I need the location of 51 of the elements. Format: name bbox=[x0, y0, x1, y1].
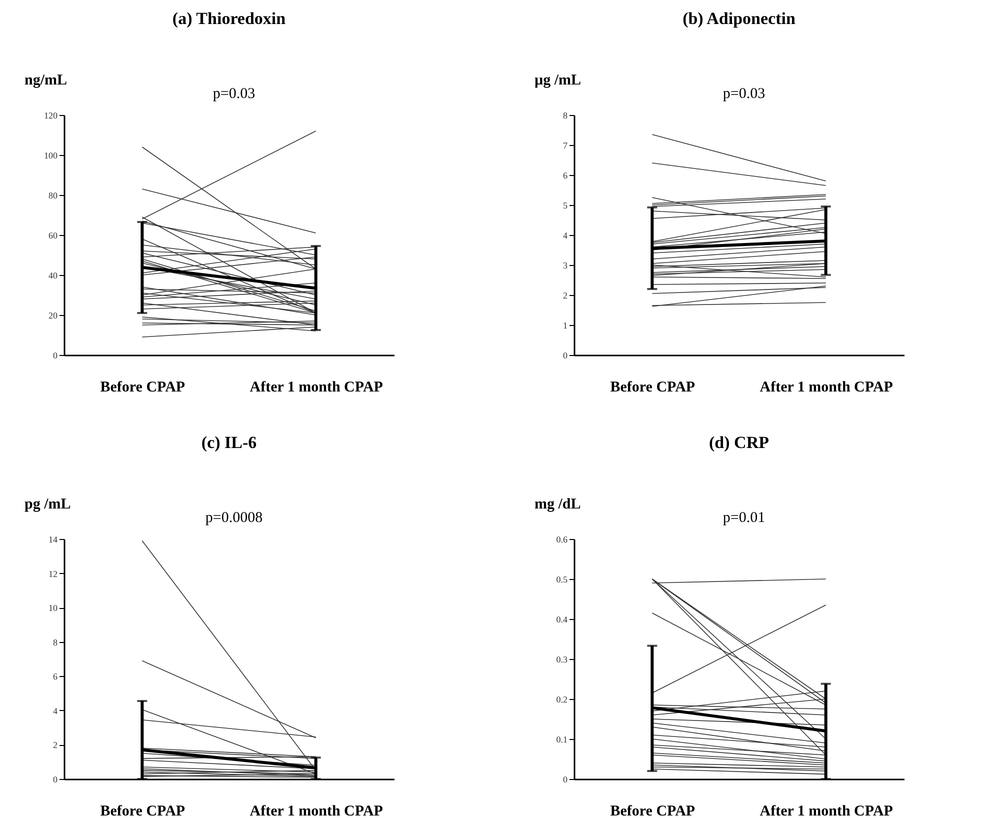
x-tick-label: Before CPAP bbox=[610, 380, 696, 396]
y-axis-title: µg /mL bbox=[534, 72, 582, 88]
text: p=0.03 bbox=[722, 86, 766, 102]
y-tick-label: 120 bbox=[44, 110, 58, 120]
text: p=0.0008 bbox=[205, 510, 263, 526]
y-axis-title: ng/mL bbox=[24, 72, 68, 88]
y-tick-label: 4 bbox=[563, 230, 568, 240]
y-axis-title: pg /mL bbox=[24, 496, 71, 512]
y-tick-label: 1 bbox=[563, 320, 568, 330]
chart-title: (d) CRP bbox=[709, 433, 769, 452]
y-tick-label: 4 bbox=[53, 706, 58, 716]
x-tick-label: Before CPAP bbox=[610, 804, 696, 818]
x-tick-label: Before CPAP bbox=[100, 804, 186, 818]
y-tick-label: 0 bbox=[563, 350, 568, 360]
y-tick-label: 7 bbox=[563, 140, 568, 150]
y-tick-label: 8 bbox=[53, 637, 58, 648]
x-tick-label: After 1 month CPAP bbox=[250, 380, 383, 396]
x-tick-label: After 1 month CPAP bbox=[250, 804, 383, 818]
y-tick-label: 0.6 bbox=[556, 534, 568, 544]
y-tick-label: 3 bbox=[563, 260, 568, 270]
x-tick-label: Before CPAP bbox=[100, 380, 186, 396]
y-tick-label: 0 bbox=[53, 774, 58, 784]
y-tick-label: 0.3 bbox=[556, 654, 568, 664]
y-tick-label: 2 bbox=[53, 740, 58, 750]
y-tick-label: 0.4 bbox=[556, 614, 568, 624]
y-tick-label: 100 bbox=[44, 150, 58, 160]
text: p=0.01 bbox=[722, 510, 766, 526]
y-tick-label: 5 bbox=[563, 200, 568, 210]
chart-title: (a) Thioredoxin bbox=[172, 9, 286, 28]
y-tick-label: 20 bbox=[48, 310, 58, 320]
x-tick-label: After 1 month CPAP bbox=[760, 804, 893, 818]
y-tick-label: 0 bbox=[53, 350, 58, 360]
y-tick-label: 2 bbox=[563, 290, 568, 300]
y-tick-label: 0.5 bbox=[556, 574, 568, 584]
y-tick-label: 0.1 bbox=[556, 734, 568, 744]
y-tick-label: 40 bbox=[48, 270, 58, 280]
y-tick-label: 14 bbox=[48, 534, 58, 544]
y-tick-label: 0 bbox=[563, 774, 568, 784]
chart-title: (c) IL-6 bbox=[201, 433, 257, 452]
y-tick-label: 12 bbox=[48, 568, 58, 579]
y-tick-label: 6 bbox=[563, 170, 568, 180]
y-tick-label: 80 bbox=[48, 190, 58, 200]
x-tick-label: After 1 month CPAP bbox=[760, 380, 893, 396]
y-tick-label: 60 bbox=[48, 230, 58, 240]
y-tick-label: 10 bbox=[48, 603, 58, 614]
y-axis-title: mg /dL bbox=[534, 496, 581, 512]
y-tick-label: 6 bbox=[53, 672, 58, 682]
y-tick-label: 0.2 bbox=[556, 694, 568, 704]
text: p=0.03 bbox=[212, 86, 256, 102]
y-tick-label: 8 bbox=[563, 110, 568, 120]
chart-title: (b) Adiponectin bbox=[682, 9, 796, 28]
